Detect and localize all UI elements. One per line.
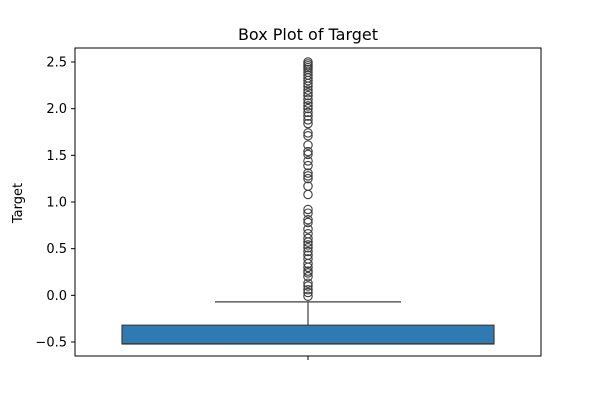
y-tick-label: 2.0 — [46, 102, 67, 117]
iqr-box — [121, 324, 495, 345]
outlier-point — [303, 281, 313, 291]
outlier-point — [303, 181, 313, 191]
outlier-point — [303, 214, 313, 225]
outlier-point — [303, 103, 313, 114]
y-tick-label: 0.0 — [46, 289, 67, 304]
outlier-point — [303, 233, 313, 244]
y-tick-label: 0.5 — [46, 242, 67, 257]
outlier-point — [303, 70, 313, 80]
outlier-point — [303, 278, 313, 288]
outlier-point — [303, 156, 313, 166]
outlier-point — [303, 57, 313, 67]
outlier-point — [303, 250, 313, 260]
outlier-point — [303, 266, 313, 276]
y-axis-label: Target — [11, 183, 26, 224]
y-tick-label: 2.5 — [46, 56, 67, 71]
outlier-point — [303, 160, 313, 171]
outlier-point — [303, 88, 313, 98]
y-tick-label: 1.5 — [46, 149, 67, 164]
outlier-point — [303, 128, 313, 138]
outlier-point — [303, 90, 313, 101]
outlier-point — [303, 85, 313, 95]
y-tick-label: 1.0 — [46, 196, 67, 211]
outlier-point — [303, 284, 313, 295]
y-tick-label: −0.5 — [35, 336, 67, 351]
outlier-point — [303, 146, 313, 157]
outlier-point — [303, 149, 313, 160]
chart-title: Box Plot of Target — [238, 25, 378, 44]
outlier-point — [303, 291, 313, 302]
outlier-point — [303, 287, 313, 298]
outlier-point — [303, 271, 313, 282]
outlier-point — [303, 130, 313, 141]
outlier-point — [303, 217, 313, 228]
outlier-point — [303, 168, 313, 178]
outlier-point — [303, 94, 313, 105]
outlier-point — [303, 224, 313, 234]
outlier-point — [303, 254, 313, 264]
outlier-point — [303, 173, 313, 184]
outlier-point — [303, 189, 313, 200]
outlier-point — [303, 118, 313, 129]
outlier-point — [303, 240, 313, 250]
outlier-point — [303, 140, 313, 150]
outlier-point — [303, 242, 313, 253]
outlier-point — [303, 115, 313, 125]
outlier-point — [303, 111, 313, 121]
outlier-point — [303, 107, 313, 118]
outlier-point — [303, 171, 313, 181]
outlier-point — [303, 208, 313, 218]
outlier-point — [303, 98, 313, 108]
outlier-point — [303, 204, 313, 215]
outlier-point — [303, 101, 313, 111]
plot-area: −0.5 0.0 0.5 1.0 1.5 2.0 2.5 — [35, 47, 542, 360]
outlier-point — [303, 246, 313, 257]
outlier-point — [303, 228, 313, 239]
